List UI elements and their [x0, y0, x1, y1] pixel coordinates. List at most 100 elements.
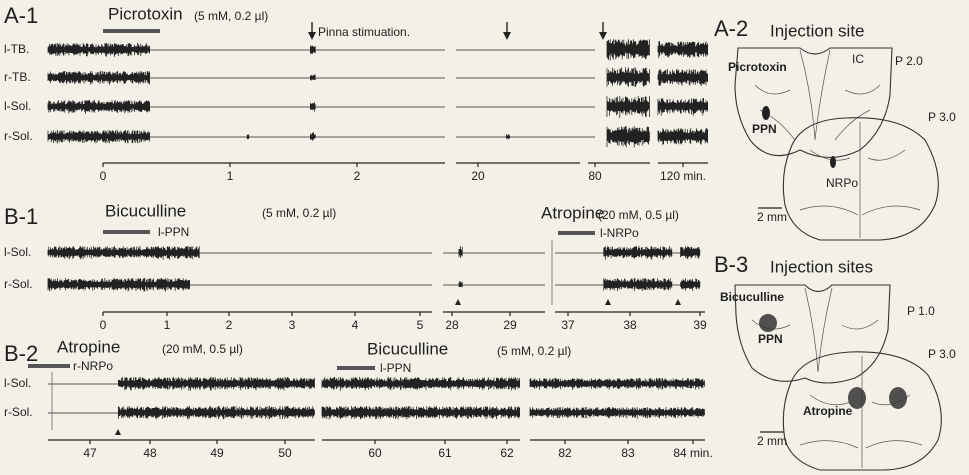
drug-name: Bicuculline — [367, 339, 448, 358]
tick-label: 20 — [471, 169, 485, 183]
trace — [47, 71, 445, 85]
trace — [555, 278, 701, 292]
trace — [47, 246, 432, 260]
drug-label: Atropine — [803, 404, 853, 418]
tick-label: 38 — [623, 318, 637, 332]
tick-label: 29 — [503, 318, 517, 332]
drug-label: Bicuculline — [720, 290, 784, 304]
trace — [606, 39, 650, 61]
tick-label: 80 — [588, 169, 602, 183]
figure-body: A-1 Picrotoxin (5 mM, 0.2 µl) Pinna stim… — [4, 3, 956, 471]
tick-label: 3 — [289, 318, 296, 332]
trace — [529, 407, 705, 419]
trace — [321, 377, 520, 391]
panel-label: B-2 — [4, 341, 38, 366]
structure-label: IC — [852, 52, 864, 66]
tick-label: 1 — [227, 169, 234, 183]
channel-label: r-Sol. — [4, 129, 33, 143]
trace — [606, 67, 650, 87]
trace — [657, 69, 708, 86]
trace — [456, 134, 595, 140]
injection-bar — [558, 231, 595, 235]
channel-label: l-Sol. — [4, 99, 31, 113]
tick-label: 61 — [438, 446, 452, 460]
channel-label: l-Sol. — [4, 376, 31, 390]
injection-spot — [830, 156, 836, 168]
tick-label: 48 — [143, 446, 157, 460]
drug-name: Bicuculline — [105, 201, 186, 220]
trace — [606, 96, 650, 118]
tick-label: 4 — [352, 318, 359, 332]
trace — [555, 246, 701, 260]
dose: (20 mM, 0.5 µl) — [598, 208, 679, 222]
site: l-PPN — [158, 225, 189, 239]
nucleus-label: PPN — [758, 332, 783, 346]
arrow-head — [503, 32, 511, 40]
injection-bar — [28, 364, 70, 368]
brain-section — [734, 47, 893, 158]
tick-label: 84 min. — [673, 446, 712, 460]
tick-label: 83 — [621, 446, 635, 460]
drug-name: Atropine — [57, 337, 120, 356]
tick-label: 82 — [558, 446, 572, 460]
level-label: P 3.0 — [928, 347, 956, 361]
arrow-head — [308, 32, 316, 40]
nucleus-label: PPN — [752, 122, 777, 136]
level-label: P 1.0 — [907, 304, 935, 318]
trace — [443, 246, 545, 258]
tick-label: 62 — [500, 446, 514, 460]
panel-title: Injection sites — [770, 257, 873, 276]
brain-section — [782, 117, 939, 241]
tick-label: 47 — [83, 446, 97, 460]
brain-detail — [799, 122, 921, 238]
injection-spot — [759, 314, 777, 332]
level-label: P 2.0 — [895, 54, 923, 68]
tick-label: 120 min. — [660, 169, 706, 183]
tick-label: 37 — [561, 318, 575, 332]
brain-detail — [751, 287, 879, 373]
scale-label: 2 mm — [757, 434, 787, 448]
tick-label: 0 — [100, 318, 107, 332]
tick-label: 1 — [164, 318, 171, 332]
tick-label: 0 — [100, 169, 107, 183]
dose: (5 mM, 0.2 µl) — [497, 344, 571, 358]
trace — [47, 130, 445, 144]
trace — [657, 98, 708, 116]
trace — [657, 128, 708, 146]
trace — [48, 406, 315, 420]
tick-label: 2 — [354, 169, 361, 183]
panel-label: B-1 — [4, 204, 38, 229]
trace — [657, 41, 708, 59]
tick-label: 2 — [226, 318, 233, 332]
panel-label: B-3 — [714, 252, 748, 277]
site: l-NRPo — [600, 226, 639, 240]
channel-label: r-Sol. — [4, 277, 33, 291]
brain-section — [782, 351, 942, 471]
trace — [47, 100, 445, 114]
tick-label: 28 — [445, 318, 459, 332]
marker — [675, 299, 681, 305]
tick-label: 49 — [210, 446, 224, 460]
channel-label: r-TB. — [4, 70, 31, 84]
panel-label: A-2 — [714, 16, 748, 41]
dose: (5 mM, 0.2 µl) — [262, 206, 336, 220]
dose: (5 mM, 0.2 µl) — [194, 9, 268, 23]
annotation: Pinna stimuation. — [318, 25, 410, 39]
channel-label: r-Sol. — [4, 405, 33, 419]
arrow-head — [599, 32, 607, 40]
trace — [47, 43, 445, 57]
tick-label: 5 — [417, 318, 424, 332]
level-label: P 3.0 — [928, 110, 956, 124]
injection-bar — [337, 366, 375, 370]
injection-spot — [848, 387, 866, 409]
panel-title: Injection site — [770, 21, 865, 40]
trace — [529, 378, 705, 390]
scale-label: 2 mm — [757, 210, 787, 224]
trace — [47, 278, 432, 292]
site: r-NRPo — [73, 359, 113, 373]
nucleus-label: NRPo — [826, 176, 858, 190]
tick-label: 60 — [368, 446, 382, 460]
injection-bar — [103, 29, 160, 33]
tick-label: 50 — [278, 446, 292, 460]
